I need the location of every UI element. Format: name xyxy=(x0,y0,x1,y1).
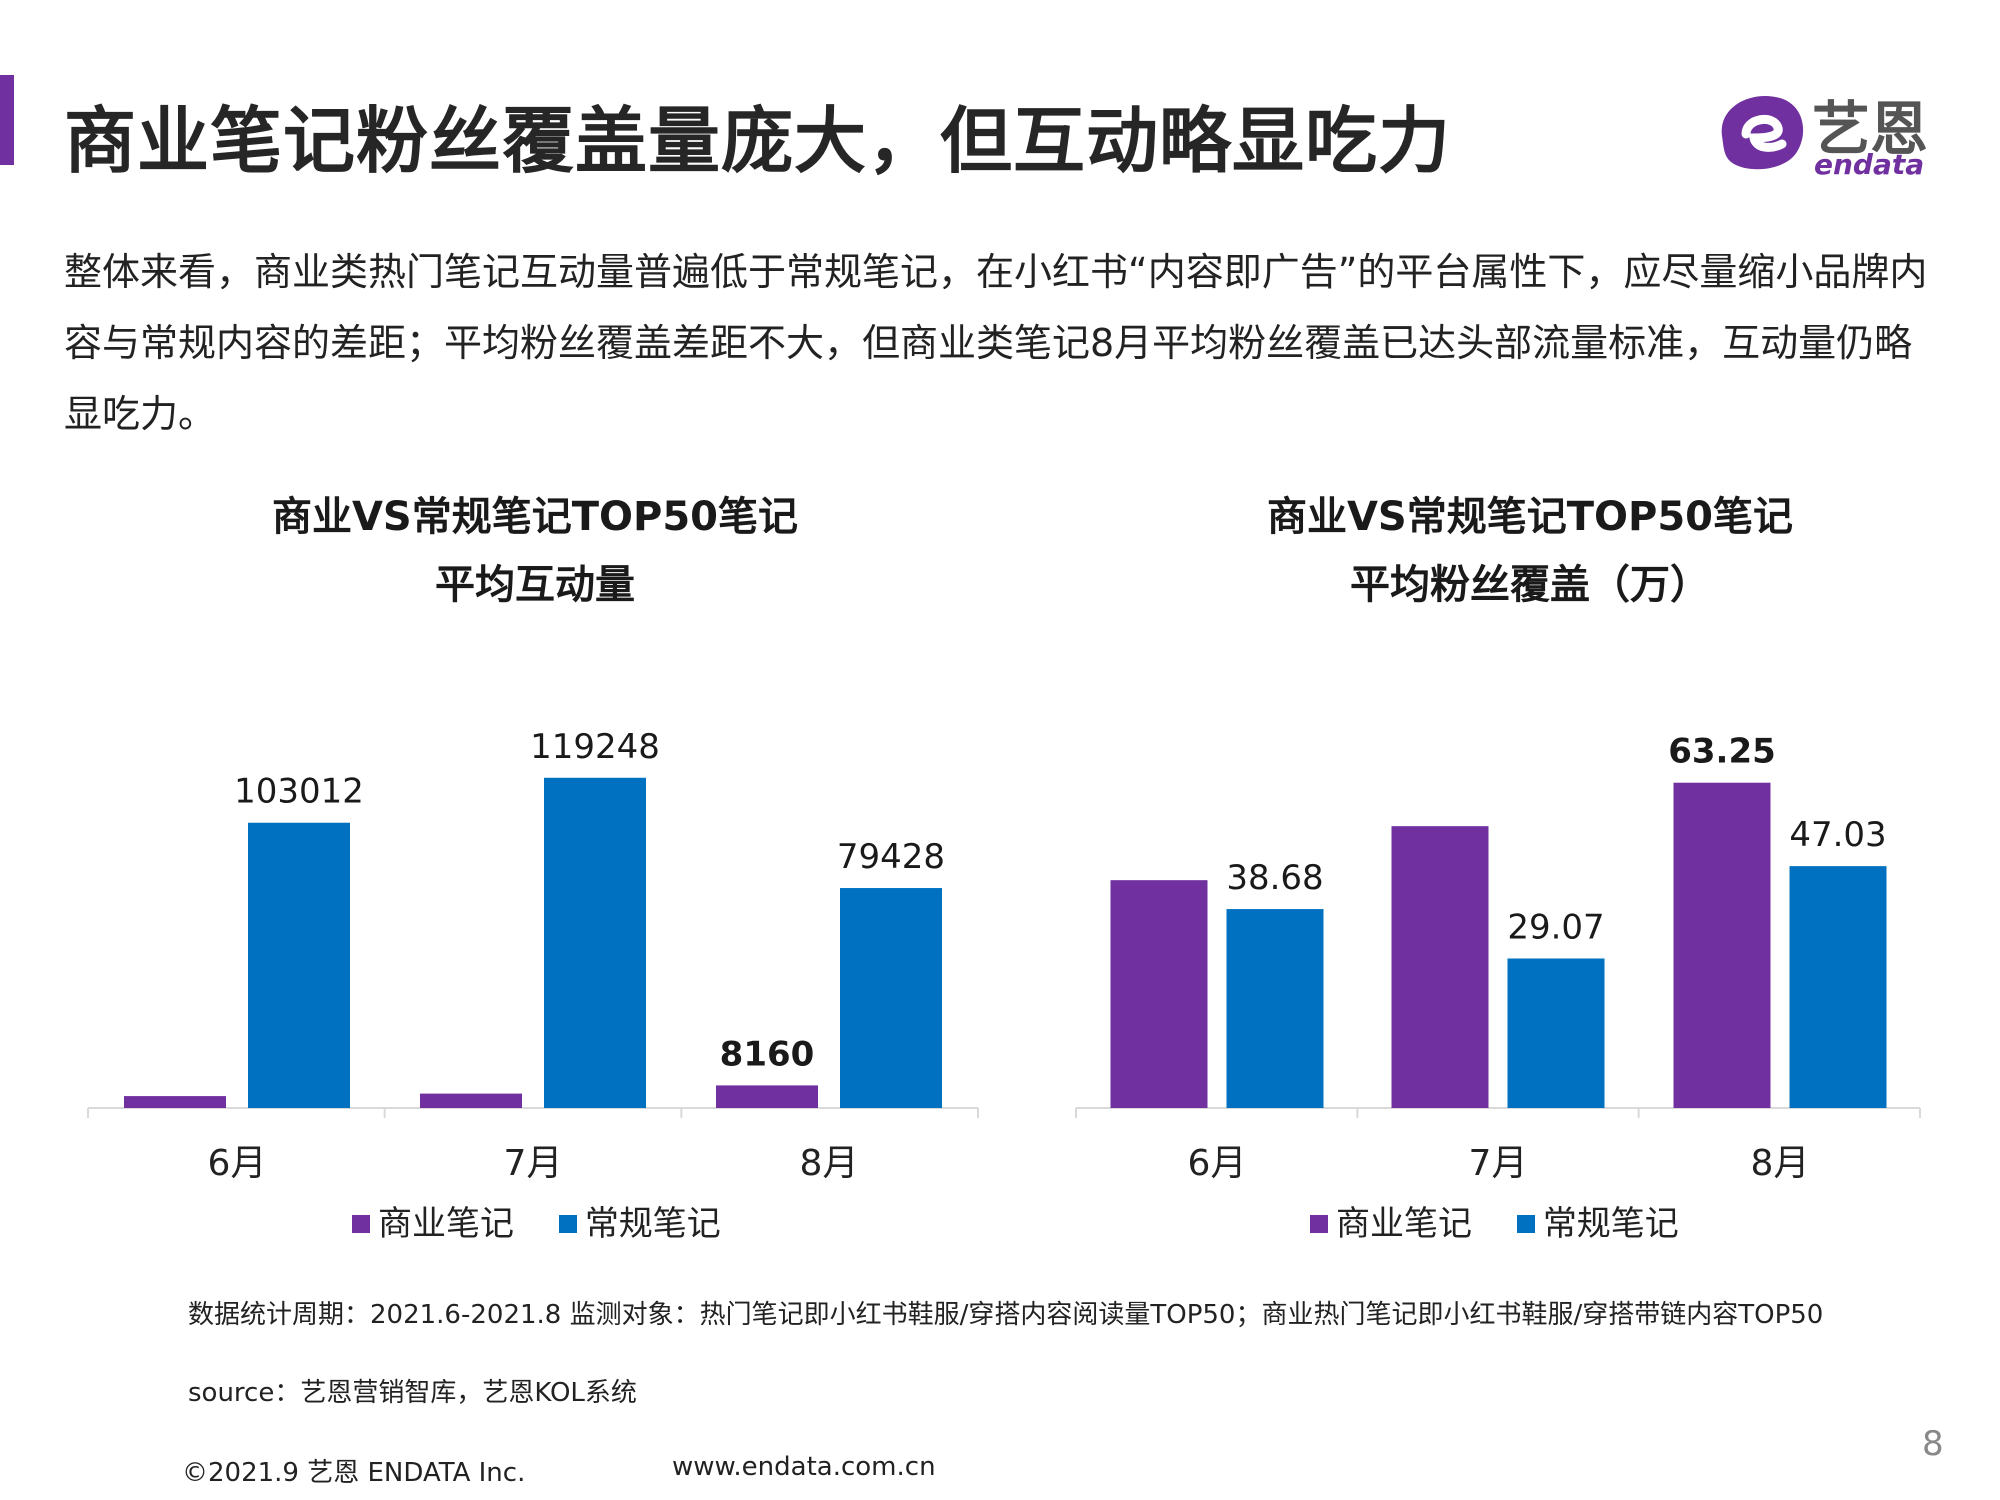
chart1-title-line2: 平均互动量 xyxy=(435,562,635,608)
footer-copyright: ©2021.9 艺恩 ENDATA Inc. xyxy=(182,1458,526,1488)
chart1-legend: 商业笔记 常规笔记 xyxy=(352,1196,755,1245)
logo-en-text: endata xyxy=(1814,148,1925,181)
chart2-legend-label-regular: 常规笔记 xyxy=(1542,1204,1679,1244)
title-accent-bar xyxy=(0,75,14,165)
chart1-category-label: 7月 xyxy=(504,1143,563,1184)
chart2-bar-commercial xyxy=(1391,826,1489,1108)
chart2-category-label: 7月 xyxy=(1469,1143,1528,1184)
chart2-legend: 商业笔记 常规笔记 xyxy=(1310,1196,1713,1245)
chart1-data-label: 8160 xyxy=(720,1034,815,1074)
endata-logo-icon xyxy=(1721,95,1804,170)
chart1-title-line1: 商业VS常规笔记TOP50笔记 xyxy=(271,494,799,540)
chart1-category-label: 8月 xyxy=(800,1143,859,1184)
intro-paragraph: 整体来看，商业类热门笔记互动量普遍低于常规笔记，在小红书“内容即广告”的平台属性… xyxy=(64,250,1928,436)
chart1-category-label: 6月 xyxy=(208,1143,267,1184)
chart1-title: 商业VS常规笔记TOP50笔记 平均互动量 xyxy=(130,483,940,619)
chart1-data-label: 119248 xyxy=(530,727,660,767)
chart1-bar-commercial xyxy=(716,1085,818,1108)
page-title: 商业笔记粉丝覆盖量庞大，但互动略显吃力 xyxy=(64,99,1452,183)
chart2-bar-regular xyxy=(1226,909,1324,1108)
chart2-category-label: 6月 xyxy=(1188,1143,1247,1184)
source-note: source：艺恩营销智库，艺恩KOL系统 xyxy=(188,1378,637,1408)
endata-logo: 艺恩 endata xyxy=(1712,88,1952,181)
chart2-bar-regular xyxy=(1507,958,1605,1108)
logo-cn-text: 艺恩 xyxy=(1812,95,1929,163)
chart2-title-line2: 平均粉丝覆盖（万） xyxy=(1350,562,1710,608)
chart1-bar-regular xyxy=(840,888,942,1108)
chart2-title: 商业VS常规笔记TOP50笔记 平均粉丝覆盖（万） xyxy=(1070,483,1990,619)
chart2-bar-commercial xyxy=(1110,880,1208,1108)
chart2-data-label: 38.68 xyxy=(1226,858,1323,898)
chart2-category-label: 8月 xyxy=(1751,1143,1810,1184)
chart1-bar-commercial xyxy=(420,1093,522,1108)
chart1-legend-label-commercial: 商业笔记 xyxy=(378,1204,514,1244)
chart2-data-label: 63.25 xyxy=(1668,732,1776,772)
chart2-legend-item-commercial: 商业笔记 xyxy=(1310,1196,1472,1245)
chart2-title-line1: 商业VS常规笔记TOP50笔记 xyxy=(1266,494,1794,540)
chart1-bar-regular xyxy=(544,777,646,1108)
chart1-data-label: 79428 xyxy=(837,837,945,877)
chart1-data-label: 103012 xyxy=(234,772,364,812)
footer-url: www.endata.com.cn xyxy=(672,1452,936,1482)
chart1-legend-label-regular: 常规笔记 xyxy=(584,1204,721,1244)
data-period-note: 数据统计周期：2021.6-2021.8 监测对象：热门笔记即小红书鞋服/穿搭内… xyxy=(188,1300,1824,1330)
chart2-bar-regular xyxy=(1789,866,1887,1108)
chart2-data-label: 47.03 xyxy=(1789,815,1886,855)
page-number: 8 xyxy=(1922,1424,1944,1464)
chart2-bar-commercial xyxy=(1673,782,1771,1108)
chart1-bar-commercial xyxy=(124,1096,226,1108)
chart1-bar-regular xyxy=(248,822,350,1108)
chart1-legend-item-commercial: 商业笔记 xyxy=(352,1196,514,1245)
chart2-legend-item-regular: 常规笔记 xyxy=(1516,1196,1679,1245)
chart1-legend-item-regular: 常规笔记 xyxy=(558,1196,721,1245)
chart2-legend-label-commercial: 商业笔记 xyxy=(1336,1204,1472,1244)
chart2-data-label: 29.07 xyxy=(1507,907,1604,947)
